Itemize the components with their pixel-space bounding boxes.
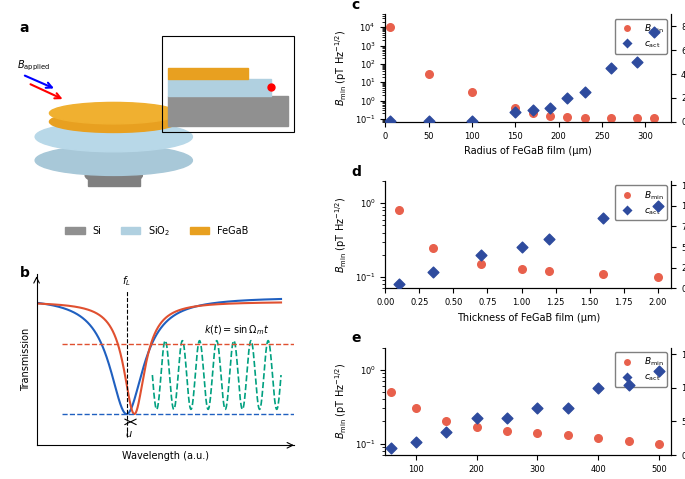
Point [384,117,395,125]
Polygon shape [88,160,140,186]
Point [649,114,660,121]
Polygon shape [168,68,248,79]
Y-axis label: $B_{\min}$ (pT Hz$^{-1/2}$): $B_{\min}$ (pT Hz$^{-1/2}$) [334,363,349,439]
Point [593,384,603,392]
Point [466,88,477,96]
Ellipse shape [49,111,178,133]
Point [427,268,438,276]
Point [532,404,543,412]
Point [440,428,451,435]
Ellipse shape [85,167,142,184]
Point [598,214,609,222]
Text: $B_{\mathrm{applied}}$: $B_{\mathrm{applied}}$ [16,58,50,73]
Point [475,251,486,259]
Point [427,244,438,251]
Polygon shape [168,79,271,96]
Ellipse shape [49,103,178,124]
Ellipse shape [35,145,192,175]
Point [384,23,395,31]
Legend: $B_{\min}$, $c_{\mathrm{act}}$: $B_{\min}$, $c_{\mathrm{act}}$ [614,185,667,220]
Point [393,281,404,288]
Point [580,114,590,121]
Ellipse shape [35,122,192,152]
Point [501,414,512,422]
X-axis label: Thickness of FeGaB film (μm): Thickness of FeGaB film (μm) [457,313,600,323]
Point [580,88,590,96]
Point [471,423,482,431]
Point [466,117,477,125]
Point [623,437,634,445]
Point [649,28,660,36]
Point [652,273,663,281]
Point [598,270,609,278]
Point [631,114,642,122]
Legend: $B_{\min}$, $c_{\mathrm{act}}$: $B_{\min}$, $c_{\mathrm{act}}$ [614,19,667,54]
Text: d: d [351,165,361,179]
Point [475,260,486,268]
Point [516,243,527,251]
Point [543,235,554,243]
Point [440,418,451,425]
Point [510,104,521,112]
Text: c: c [351,0,360,12]
Point [631,58,642,66]
Polygon shape [168,96,288,126]
Point [386,388,397,396]
Point [562,432,573,439]
Point [501,427,512,434]
Point [516,265,527,273]
Point [562,94,573,102]
Point [386,445,397,452]
Point [410,438,421,445]
Y-axis label: $B_{\min}$ (pT Hz$^{-1/2}$): $B_{\min}$ (pT Hz$^{-1/2}$) [334,196,349,273]
Point [527,110,538,117]
Point [410,405,421,412]
Text: b: b [19,266,29,280]
Point [653,367,664,375]
Point [471,414,482,422]
Point [532,429,543,437]
Point [605,114,616,121]
Point [423,69,434,77]
Point [545,112,556,120]
Text: e: e [351,331,360,345]
Y-axis label: $B_{\min}$ (pT Hz$^{-1/2}$): $B_{\min}$ (pT Hz$^{-1/2}$) [334,30,349,106]
Point [510,108,521,116]
Point [652,202,663,210]
Point [527,106,538,114]
Point [653,440,664,447]
Point [593,434,603,442]
Text: a: a [19,21,29,35]
Point [423,117,434,125]
Point [543,267,554,275]
Legend: Si, SiO$_2$, FeGaB: Si, SiO$_2$, FeGaB [61,220,252,241]
Point [605,64,616,72]
Point [562,404,573,412]
Point [562,113,573,121]
X-axis label: Radius of FeGaB film (μm): Radius of FeGaB film (μm) [464,146,593,156]
Legend: $B_{\min}$, $c_{\mathrm{act}}$: $B_{\min}$, $c_{\mathrm{act}}$ [614,352,667,387]
Point [623,381,634,388]
Point [545,103,556,111]
Point [393,206,404,214]
